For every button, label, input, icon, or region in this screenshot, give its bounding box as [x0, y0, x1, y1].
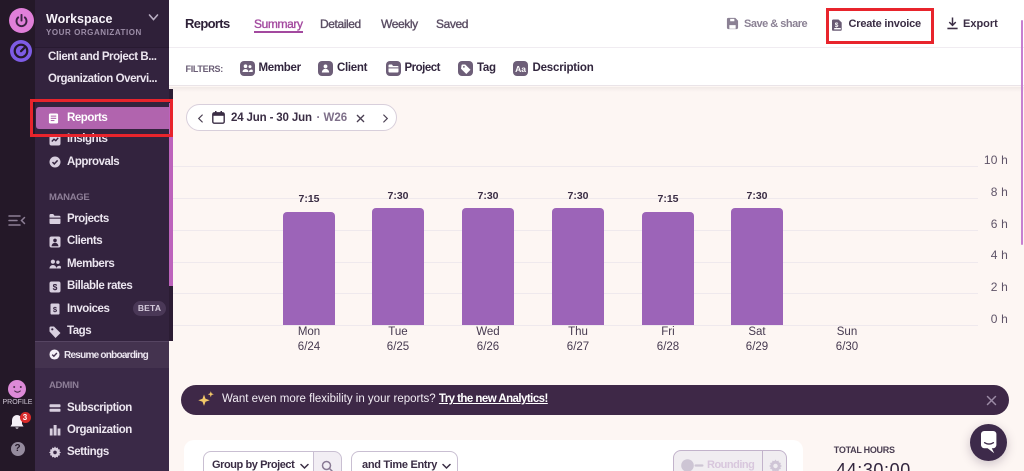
svg-text:$: $ [835, 22, 839, 29]
svg-text:$: $ [52, 305, 57, 314]
svg-text:$: $ [52, 282, 57, 292]
